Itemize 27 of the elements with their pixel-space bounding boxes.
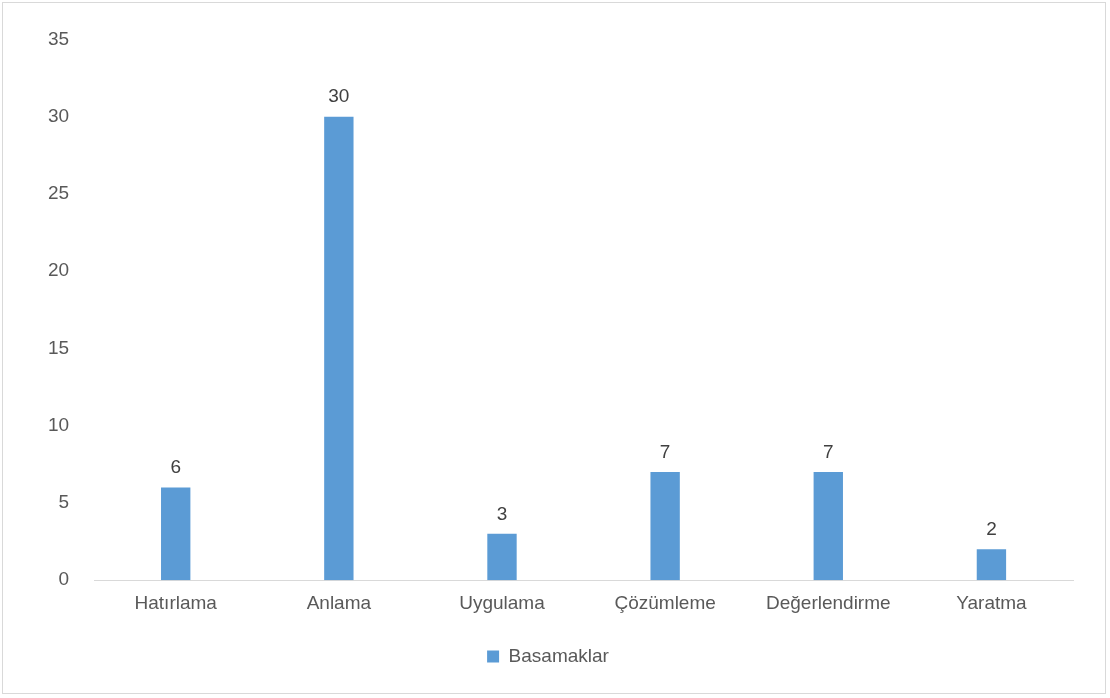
x-tick-label: Çözümleme [614,591,716,613]
bar [813,472,843,581]
y-tick-label: 25 [47,182,70,204]
bar [487,533,517,581]
data-label: 2 [986,518,997,540]
y-tick-label: 30 [47,104,70,126]
legend-label: Basamaklar [508,644,610,666]
y-tick-label: 0 [58,568,70,590]
x-tick-label: Anlama [306,591,372,613]
data-label: 7 [659,440,671,462]
x-tick-label: Hatırlama [134,591,218,613]
data-label: 7 [822,440,834,462]
x-tick-label: Uygulama [459,591,546,613]
data-label: 30 [328,85,350,107]
bar [650,472,680,581]
data-label: 6 [170,456,181,478]
y-tick-label: 5 [58,491,70,513]
y-tick-label: 10 [47,413,70,435]
x-tick-label: Değerlendirme [765,591,891,613]
data-label: 3 [496,502,508,524]
bar [324,116,354,581]
y-tick-label: 15 [47,336,70,358]
y-tick-label: 35 [47,27,70,49]
y-tick-label: 20 [47,259,70,281]
bar [161,487,191,581]
bar [976,549,1007,581]
x-tick-label: Yaratma [956,591,1028,613]
